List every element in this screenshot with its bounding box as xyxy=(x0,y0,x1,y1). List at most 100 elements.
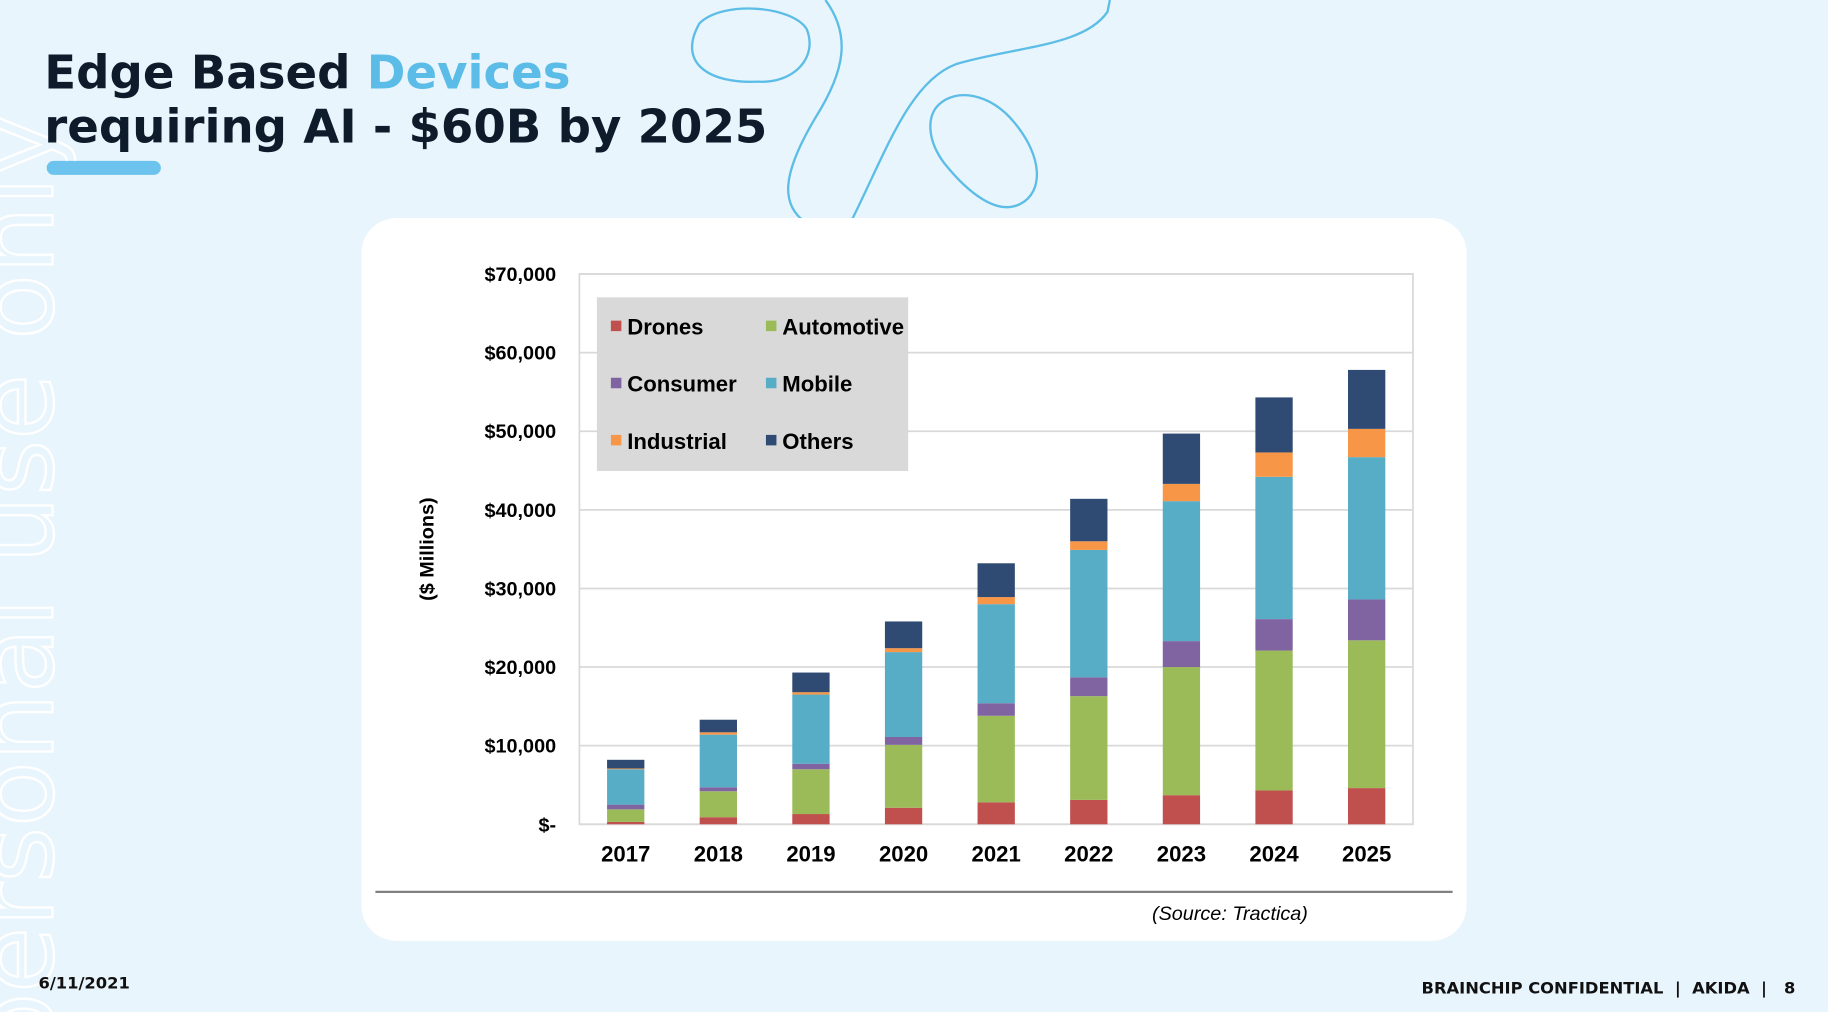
chart: $- $10,000 $20,000 $30,000 $40,000 $50,000 $60… xyxy=(417,264,1414,867)
footer: BRAINCHIP CONFIDENTIAL | AKIDA | 8 xyxy=(1422,978,1796,998)
x-tick-label: 2019 xyxy=(786,842,835,867)
legend-swatch xyxy=(610,377,622,389)
bar-segment xyxy=(884,807,923,825)
bar-segment xyxy=(977,563,1015,598)
legend-swatch xyxy=(765,434,777,446)
title-line1: Edge Based Devices xyxy=(44,46,570,100)
bar-segment xyxy=(1162,483,1201,502)
bar-segment xyxy=(1162,501,1201,642)
bar-segment xyxy=(977,597,1015,605)
legend-label: Automotive xyxy=(782,315,904,340)
y-tick-label: $30,000 xyxy=(485,578,557,600)
bar-segment xyxy=(607,759,645,769)
title-start: Edge Based xyxy=(44,46,350,100)
bar-segment xyxy=(792,769,830,815)
legend-label: Drones xyxy=(627,315,703,340)
y-tick-label: $40,000 xyxy=(485,500,557,522)
x-tick-label: 2018 xyxy=(694,842,743,867)
bar-segment xyxy=(699,734,737,788)
bar-segment xyxy=(699,732,737,735)
y-tick-label: $70,000 xyxy=(485,264,557,286)
bar-segment xyxy=(607,768,645,770)
x-tick-label: 2025 xyxy=(1342,842,1391,867)
bar-segment xyxy=(607,821,645,825)
bar-segment xyxy=(1255,476,1293,620)
bar-segment xyxy=(792,694,830,764)
y-axis-label: ($ Millions) xyxy=(417,497,439,600)
bar-segment xyxy=(1348,788,1386,825)
bar-segment xyxy=(1070,696,1108,800)
bar-segment xyxy=(1255,790,1293,825)
bar-segment xyxy=(1255,452,1293,477)
legend-box xyxy=(596,297,909,472)
x-tick-label: 2017 xyxy=(601,842,650,867)
title-highlight: Devices xyxy=(367,46,571,100)
bar-segment xyxy=(699,787,737,792)
bar-segment xyxy=(977,802,1015,825)
y-tick-label: $- xyxy=(538,814,556,836)
swirl-line xyxy=(787,0,1112,223)
source: (Source: Tractica) xyxy=(1152,903,1308,925)
bar-segment xyxy=(1070,677,1108,697)
swirl-loop xyxy=(691,7,811,83)
x-tick-label: 2022 xyxy=(1064,842,1113,867)
legend-label: Mobile xyxy=(782,372,852,397)
bar-segment xyxy=(1162,641,1201,668)
legend-label: Consumer xyxy=(627,372,737,397)
bar-segment xyxy=(792,672,830,693)
bar-segment xyxy=(884,744,923,808)
bar-segment xyxy=(1162,667,1201,796)
legend-swatch xyxy=(610,320,622,332)
bar-segment xyxy=(884,652,923,738)
bar-segment xyxy=(884,737,923,745)
bar-segment xyxy=(792,763,830,770)
bar-segment xyxy=(699,791,737,818)
bar-segment xyxy=(792,814,830,825)
legend-swatch xyxy=(765,320,777,332)
legend-label: Others xyxy=(782,429,853,454)
bar-segment xyxy=(1348,599,1386,641)
bar-segment xyxy=(1348,457,1386,600)
bar-segment xyxy=(1070,541,1108,550)
bar-segment xyxy=(977,703,1015,716)
bar-segment xyxy=(607,804,645,810)
bar-segment xyxy=(884,648,923,653)
bar-segment xyxy=(792,692,830,695)
y-tick-label: $60,000 xyxy=(485,343,557,365)
bar-segment xyxy=(1070,799,1108,825)
bar-segment xyxy=(1070,549,1108,678)
decoration xyxy=(691,0,1112,223)
swirl-oval xyxy=(929,94,1039,209)
y-tick-label: $20,000 xyxy=(485,657,557,679)
x-tick-label: 2020 xyxy=(879,842,928,867)
legend-swatch xyxy=(610,434,622,446)
bar-segment xyxy=(1162,795,1201,825)
bar-segment xyxy=(607,809,645,822)
bar-segment xyxy=(977,715,1015,803)
date: 6/11/2021 xyxy=(38,974,129,993)
bar-segment xyxy=(977,604,1015,704)
bar-segment xyxy=(1255,397,1293,453)
y-tick-label: $50,000 xyxy=(485,421,557,443)
bar-segment xyxy=(1070,498,1108,542)
legend-label: Industrial xyxy=(627,429,727,454)
bar-segment xyxy=(884,621,923,649)
bar-segment xyxy=(1348,369,1386,429)
y-tick-label: $10,000 xyxy=(485,736,557,758)
bar-segment xyxy=(607,769,645,805)
bar-segment xyxy=(1348,428,1386,458)
bar-segment xyxy=(1255,619,1293,651)
bar-segment xyxy=(1348,640,1386,789)
bar-segment xyxy=(1255,650,1293,791)
x-tick-label: 2024 xyxy=(1249,842,1299,867)
legend-swatch xyxy=(765,377,777,389)
x-tick-label: 2021 xyxy=(972,842,1021,867)
bar-segment xyxy=(1162,433,1201,484)
title-line2: requiring AI - $60B by 2025 xyxy=(44,99,767,153)
x-tick-label: 2023 xyxy=(1157,842,1206,867)
title-underline xyxy=(46,160,161,175)
watermark: personal use only xyxy=(0,113,78,1012)
bar-segment xyxy=(699,719,737,733)
